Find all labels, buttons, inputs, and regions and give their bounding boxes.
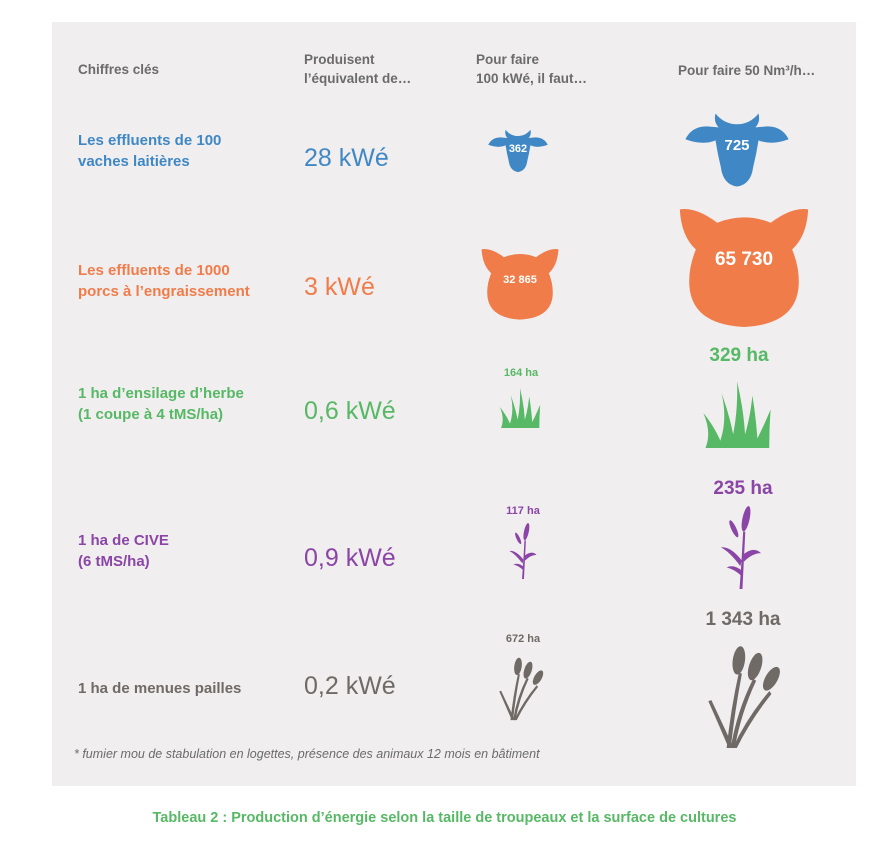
grass-small-area: 164 ha	[503, 367, 539, 379]
row-label-straw: 1 ha de menues pailles	[78, 680, 242, 697]
cive-large-area: 235 ha	[713, 478, 773, 499]
straw-large-area: 1 343 ha	[705, 609, 781, 630]
pig-large-count: 65 730	[714, 249, 774, 270]
row-value-pigs: 3 kWé	[304, 273, 375, 301]
pig-head-icon	[480, 246, 560, 322]
cow-head-icon	[487, 126, 549, 176]
header-key-figures: Chiffres clés	[78, 62, 160, 77]
grass-icon	[499, 386, 541, 428]
cive-plant-icon-large	[718, 503, 764, 589]
straw-small-area: 672 ha	[505, 633, 541, 645]
row-label-cive: 1 ha de CIVE (6 tMS/ha)	[78, 532, 169, 570]
row-value-cows: 28 kWé	[304, 144, 389, 172]
cow-small-count: 362	[508, 143, 528, 155]
grass-large-area: 329 ha	[709, 345, 769, 366]
row-label-grass: 1 ha d’ensilage d’herbe (1 coupe à 4 tMS…	[78, 385, 244, 423]
wheat-icon	[498, 652, 548, 722]
grass-icon-large	[702, 375, 772, 451]
header-produce: Produisent l’équivalent de…	[304, 52, 412, 86]
header-for-100kwe: Pour faire 100 kWé, il faut…	[476, 52, 588, 86]
pig-head-icon-large	[676, 204, 812, 331]
pig-small-count: 32 865	[503, 274, 537, 286]
table-caption: Tableau 2 : Production d’énergie selon l…	[152, 810, 737, 826]
cive-plant-icon	[508, 521, 538, 579]
cive-small-area: 117 ha	[506, 505, 540, 517]
footnote: * fumier mou de stabulation en logettes,…	[74, 747, 540, 761]
header-for-50nm3: Pour faire 50 Nm³/h…	[678, 63, 816, 78]
wheat-icon-large	[704, 638, 790, 750]
cow-head-icon-large	[683, 107, 791, 193]
row-label-pigs: Les effluents de 1000 porcs à l’engraiss…	[78, 262, 250, 300]
cow-large-count: 725	[724, 137, 750, 154]
row-value-cive: 0,9 kWé	[304, 544, 396, 572]
row-label-cows: Les effluents de 100 vaches laitières	[78, 132, 222, 170]
row-value-grass: 0,6 kWé	[304, 397, 396, 425]
row-value-straw: 0,2 kWé	[304, 672, 396, 700]
